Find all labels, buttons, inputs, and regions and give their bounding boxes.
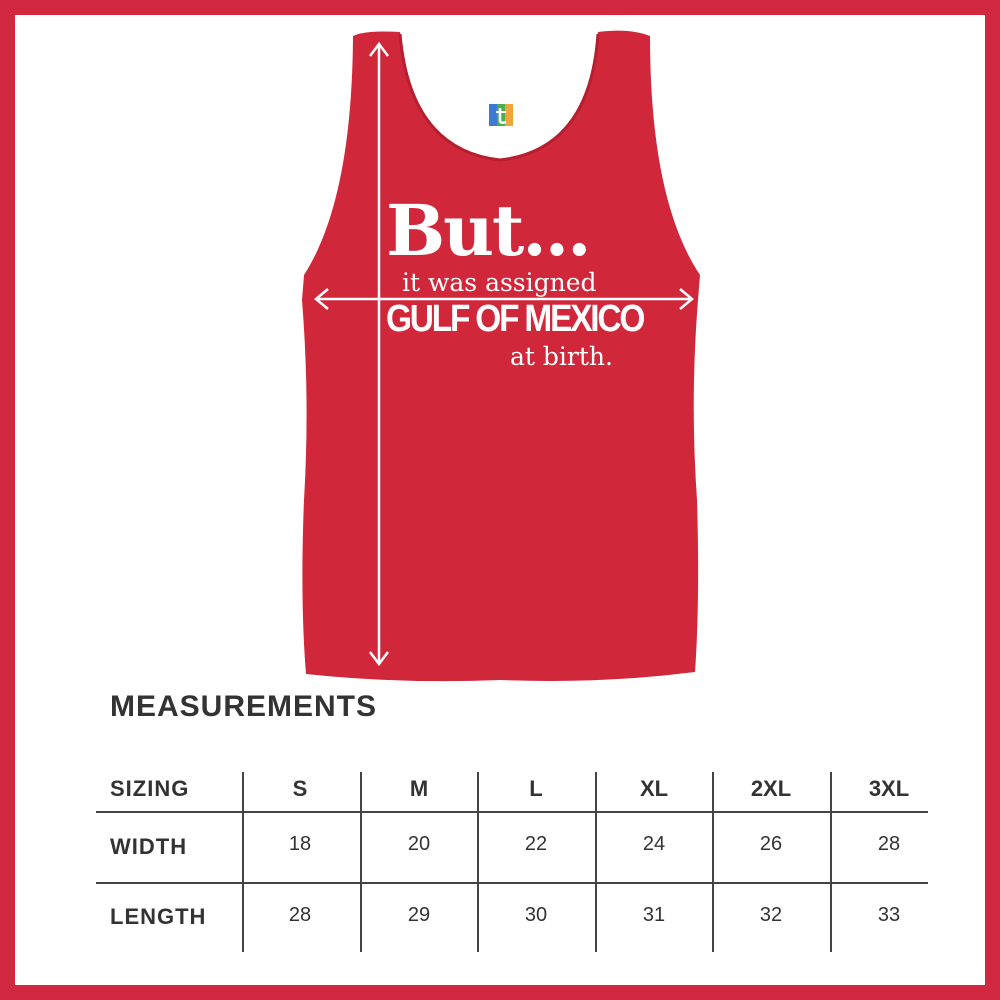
table-divider: [360, 772, 362, 952]
print-line-1: But...: [386, 189, 592, 272]
size-header: S: [292, 776, 308, 801]
table-divider: [96, 811, 928, 813]
table-divider: [830, 772, 832, 952]
length-value: 29: [407, 904, 431, 926]
size-header: L: [529, 776, 543, 801]
row-label-length: LENGTH: [110, 904, 207, 929]
header-label: SIZING: [110, 776, 190, 801]
length-value: 31: [642, 904, 666, 926]
size-header: XL: [639, 776, 669, 801]
width-value: 24: [642, 833, 666, 855]
width-value: 20: [407, 833, 431, 855]
length-value: 28: [288, 904, 312, 926]
table-divider: [595, 772, 597, 952]
length-value: 32: [759, 904, 783, 926]
table-divider: [477, 772, 479, 952]
length-value: 30: [524, 904, 548, 926]
size-header: M: [409, 776, 429, 801]
logo-tag: [489, 104, 513, 126]
print-line-4: at birth.: [510, 342, 613, 371]
width-value: 26: [759, 833, 783, 855]
size-header: 3XL: [868, 776, 910, 801]
width-value: 28: [877, 833, 901, 855]
row-label-width: WIDTH: [110, 834, 188, 859]
table-divider: [712, 772, 714, 952]
tank-top-body: [302, 30, 700, 682]
print-line-3: GULF OF MEXICO: [386, 298, 645, 340]
print-line-2: it was assigned: [402, 268, 597, 297]
length-value: 33: [877, 904, 901, 926]
neckline-shadow: [398, 33, 600, 162]
size-header: 2XL: [750, 776, 792, 801]
table-divider: [96, 882, 928, 884]
length-arrow: [369, 41, 389, 667]
measurements-title: MEASUREMENTS: [110, 690, 378, 723]
table-divider: [242, 772, 244, 952]
width-arrow: [314, 288, 694, 310]
width-value: 18: [288, 833, 312, 855]
width-value: 22: [524, 833, 548, 855]
